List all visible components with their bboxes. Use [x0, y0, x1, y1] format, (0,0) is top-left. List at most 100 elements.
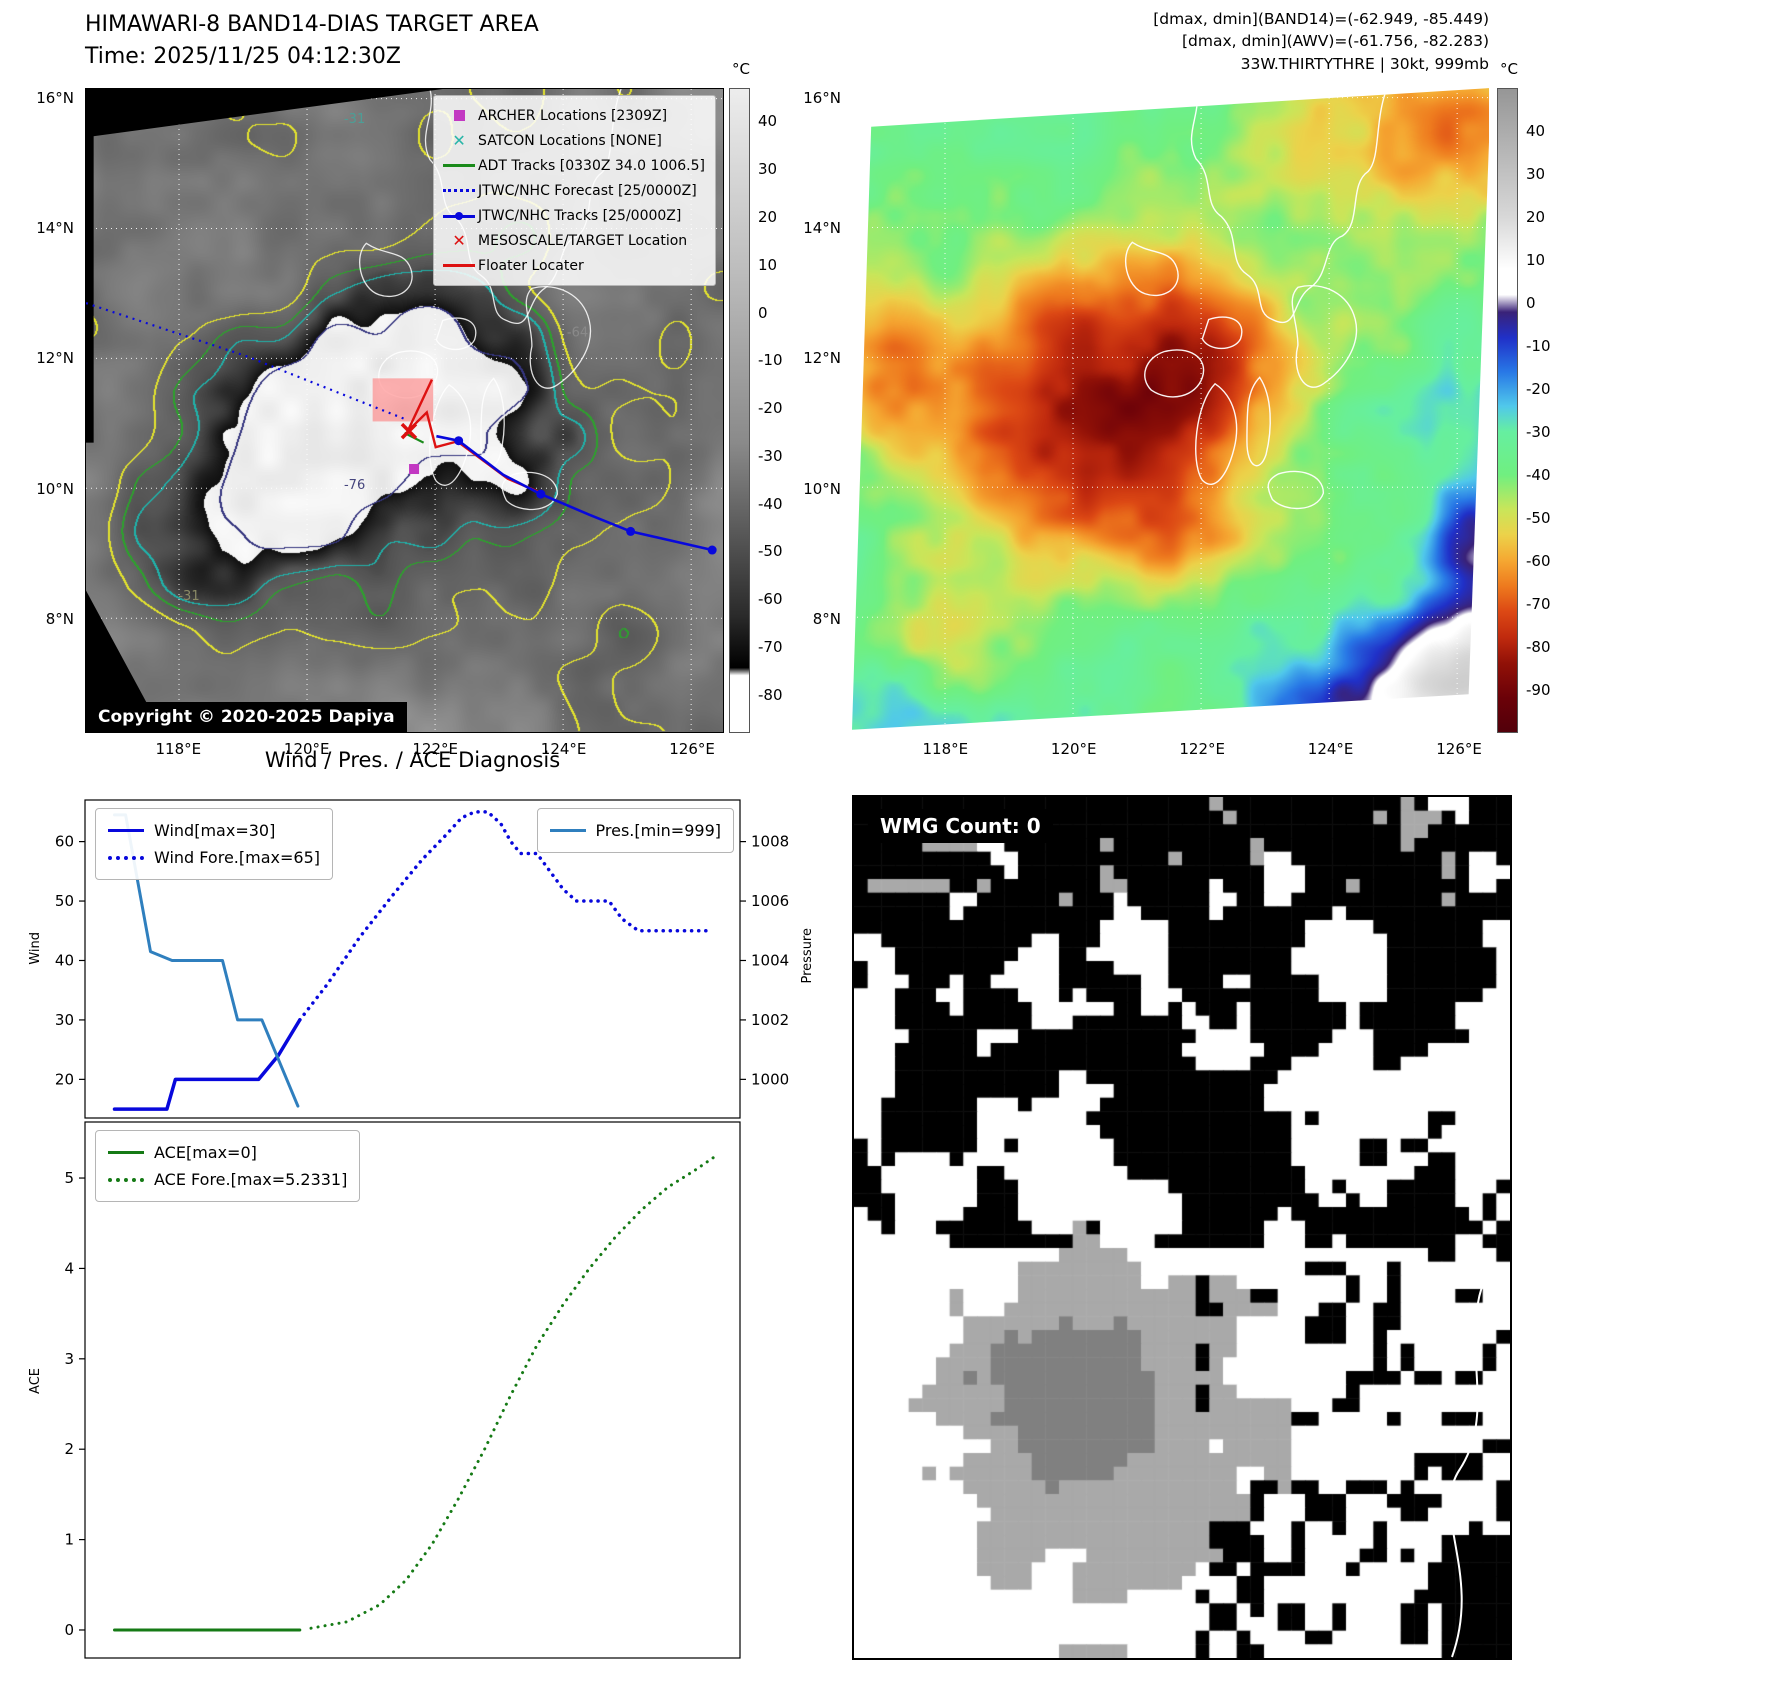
legend-item-label: MESOSCALE/TARGET Location	[478, 232, 688, 249]
band14-time-label: Time: 2025/11/25 04:12:30Z	[85, 44, 401, 69]
legend-item-label: JTWC/NHC Forecast [25/0000Z]	[478, 182, 697, 199]
lon-tick-label: 122°E	[1179, 740, 1225, 758]
awv-colorbar-ticks: 40 30 20 10 0 -10 -20 -30 -40 -50 -60 -70 -80 -90	[1520, 88, 1566, 733]
colorbar-tick-label: -40	[1526, 466, 1551, 484]
lat-tick-label: 10°N	[36, 479, 74, 498]
colorbar-tick-label: 40	[1526, 122, 1546, 140]
colorbar-tick-label: -60	[1526, 552, 1551, 570]
line-sample-icon	[108, 829, 144, 832]
legend-item-label: Wind Fore.[max=65]	[154, 848, 320, 867]
svg-text:-31: -31	[178, 589, 199, 604]
awv-header-line-awv: [dmax, dmin](AWV)=(-61.756, -82.283)	[1182, 32, 1489, 51]
chart-legend: Pres.[min=999]	[536, 808, 734, 853]
lat-tick-label: 14°N	[803, 218, 841, 237]
colorbar-tick-label: -70	[1526, 595, 1551, 613]
colorbar-tick-label: -80	[758, 685, 783, 704]
awv-lon-axis: 118°E 120°E 122°E 124°E 126°E	[852, 740, 1491, 762]
lon-tick-label: 118°E	[155, 740, 202, 758]
ace-plot: 0 1 2 3 4 5	[64, 1121, 741, 1659]
colorbar-tick-label: 10	[1526, 251, 1546, 269]
awv-map-clip	[852, 88, 1491, 730]
legend-item: ARCHER Locations [2309Z]	[440, 103, 705, 128]
legend-item-label: ADT Tracks [0330Z 34.0 1006.5]	[478, 157, 705, 174]
legend-item-label: ACE[max=0]	[154, 1143, 257, 1162]
awv-lat-axis: 16°N 14°N 12°N 10°N 8°N	[787, 88, 847, 733]
svg-text:40: 40	[55, 951, 74, 969]
colorbar-tick-label: -30	[758, 446, 783, 465]
copyright-label: Copyright © 2020-2025 Dapiya	[86, 702, 407, 732]
awv-satellite-canvas	[852, 88, 1489, 730]
legend-item: JTWC/NHC Tracks [25/0000Z]	[440, 203, 705, 228]
lat-tick-label: 12°N	[36, 349, 74, 368]
chart-legend: Wind[max=30] Wind Fore.[max=65]	[95, 808, 333, 880]
square-marker-icon	[440, 110, 478, 121]
legend-item: Wind[max=30]	[108, 817, 320, 844]
lon-tick-label: 120°E	[283, 740, 330, 758]
awv-map	[852, 88, 1491, 733]
svg-text:3: 3	[64, 1350, 74, 1368]
colorbar-tick-label: -20	[1526, 380, 1551, 398]
dotted-line-sample-icon	[108, 1177, 144, 1182]
lon-tick-label: 120°E	[1050, 740, 1097, 758]
diagnosis-title: Wind / Pres. / ACE Diagnosis	[264, 748, 561, 772]
band14-lat-axis: 16°N 14°N 12°N 10°N 8°N	[20, 88, 80, 733]
awv-colorbar	[1497, 88, 1518, 733]
colorbar-tick-label: -10	[758, 351, 783, 370]
lon-tick-label: 122°E	[412, 740, 458, 758]
lat-tick-label: 16°N	[803, 88, 841, 107]
lat-tick-label: 8°N	[812, 609, 841, 628]
svg-text:30: 30	[55, 1011, 74, 1029]
legend-item-label: ACE Fore.[max=5.2331]	[154, 1170, 348, 1189]
line-sample-icon	[108, 1151, 144, 1154]
svg-text:20: 20	[55, 1070, 74, 1088]
lat-tick-label: 10°N	[803, 479, 841, 498]
svg-text:1002: 1002	[751, 1011, 789, 1029]
lon-tick-label: 124°E	[1307, 740, 1354, 758]
colorbar-tick-label: 20	[758, 208, 778, 226]
legend-item-label: Wind[max=30]	[154, 821, 276, 840]
legend-item-label: JTWC/NHC Tracks [25/0000Z]	[478, 207, 682, 224]
colorbar-tick-label: 20	[1526, 208, 1546, 226]
legend-item: Floater Locater	[440, 253, 705, 278]
colorbar-tick-label: -20	[758, 399, 783, 418]
lat-tick-label: 14°N	[36, 218, 74, 237]
legend-item: ✕ MESOSCALE/TARGET Location	[440, 228, 705, 253]
svg-text:-64: -64	[567, 326, 588, 341]
band14-colorbar	[729, 88, 750, 733]
band14-legend: ARCHER Locations [2309Z] ✕ SATCON Location…	[433, 95, 716, 286]
wmg-count-badge: WMG Count: 0	[868, 809, 1053, 843]
band14-lon-axis: 118°E 120°E 122°E 124°E 126°E	[85, 740, 724, 762]
svg-text:1000: 1000	[751, 1070, 789, 1088]
line-dot-marker-icon	[440, 211, 478, 221]
svg-text:1004: 1004	[751, 951, 789, 969]
svg-text:60: 60	[55, 833, 74, 851]
x-marker-icon: ✕	[452, 231, 466, 250]
dotted-line-marker-icon	[440, 189, 478, 192]
band14-map: -31 -64 -76 -31 ARCHER Locations [2309Z] ✕ SA…	[85, 88, 724, 733]
pressure-axis-label: Pressure	[800, 928, 815, 984]
chart-legend: ACE[max=0] ACE Fore.[max=5.2331]	[95, 1130, 361, 1202]
svg-text:50: 50	[55, 892, 74, 910]
lon-tick-label: 126°E	[1436, 740, 1482, 758]
colorbar-tick-label: -30	[1526, 423, 1551, 441]
svg-text:-76: -76	[344, 478, 365, 493]
band14-colorbar-unit: °C	[732, 60, 750, 78]
colorbar-tick-label: 30	[1526, 165, 1546, 183]
legend-item: ACE Fore.[max=5.2331]	[108, 1166, 347, 1193]
wmg-panel: WMG Count: 0	[852, 795, 1512, 1660]
legend-item: ACE[max=0]	[108, 1139, 347, 1166]
ace-axis-label: ACE	[28, 1368, 43, 1394]
legend-item-label: Floater Locater	[478, 257, 584, 274]
lat-tick-label: 8°N	[45, 609, 74, 628]
wmg-overlay	[1449, 1266, 1491, 1658]
awv-header-line-band14: [dmax, dmin](BAND14)=(-62.949, -85.449)	[1153, 10, 1489, 28]
colorbar-tick-label: -80	[1526, 638, 1551, 656]
legend-item: JTWC/NHC Forecast [25/0000Z]	[440, 178, 705, 203]
lon-tick-label: 126°E	[669, 740, 715, 758]
colorbar-tick-label: 0	[758, 303, 768, 322]
legend-item: Pres.[min=999]	[549, 817, 721, 844]
ace-chart: 0 1 2 3 4 5 ACE[max=0] ACE Fore.[max=5.2331]	[64, 1121, 741, 1659]
line-marker-icon	[440, 264, 478, 267]
legend-item: Wind Fore.[max=65]	[108, 844, 320, 871]
